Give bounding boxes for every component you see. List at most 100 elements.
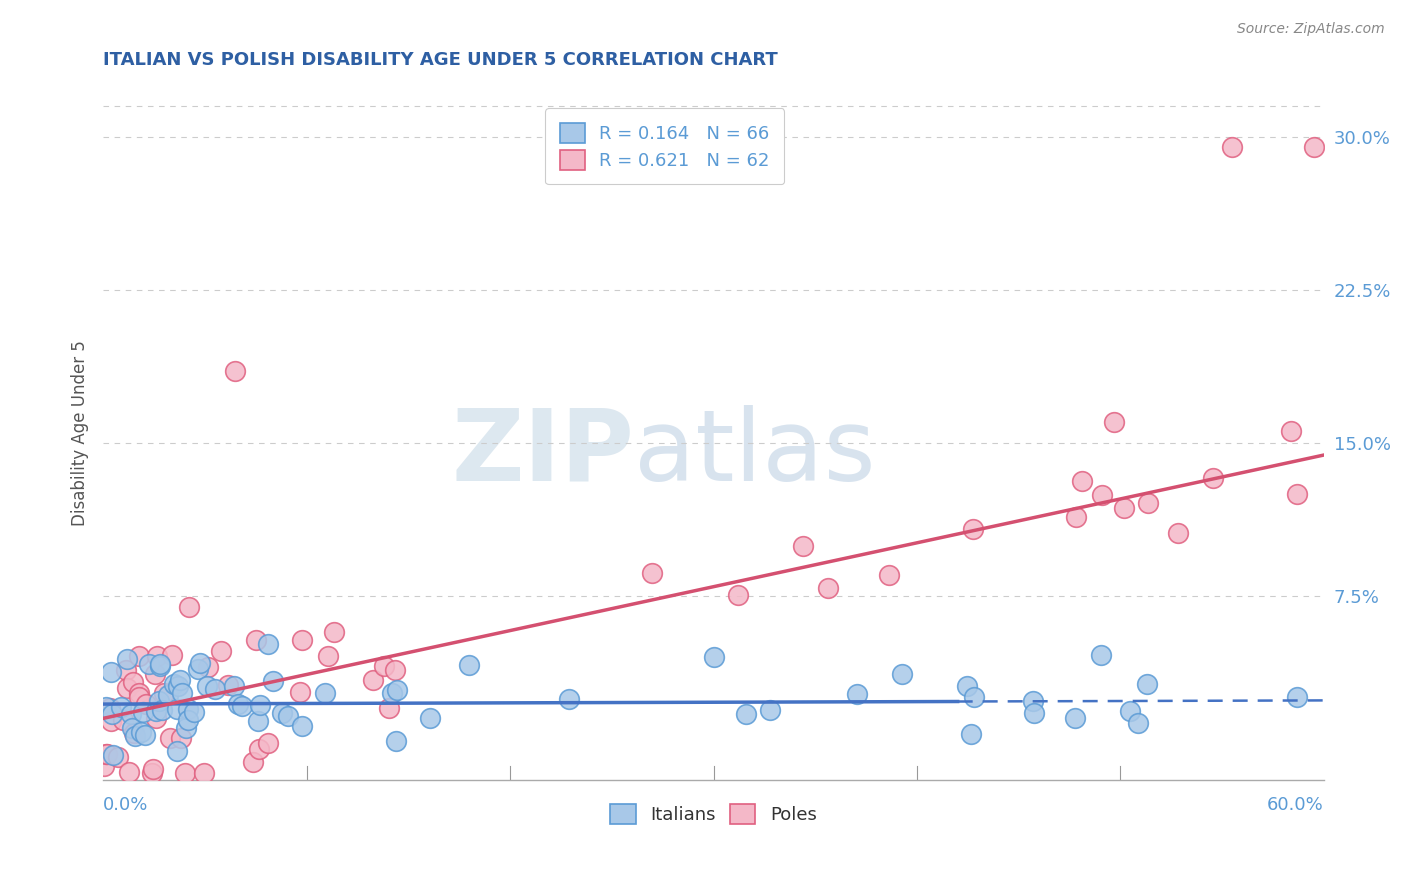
Point [167,680,190,694]
Point [114,664,136,678]
Point [152,686,174,700]
Point [817,581,839,595]
Point [1285,487,1308,501]
Point [703,649,725,664]
Point [204,682,226,697]
Point [735,707,758,722]
Point [257,736,280,750]
Point [110,699,132,714]
Point [962,522,984,536]
Point [249,698,271,712]
Point [1022,706,1045,720]
Point [877,568,900,582]
Point [101,706,124,721]
Point [162,677,184,691]
Point [316,649,339,664]
Point [1167,526,1189,541]
Point [1302,140,1324,154]
Text: 60.0%: 60.0% [1267,796,1324,814]
Point [129,724,152,739]
Point [247,714,270,729]
Point [118,765,141,780]
Point [1202,471,1225,485]
Point [1128,716,1150,731]
Point [134,728,156,742]
Point [149,658,172,673]
Point [759,703,782,717]
Point [226,697,249,711]
Point [100,665,122,680]
Point [159,731,181,745]
Point [115,681,138,695]
Point [141,766,163,780]
Point [960,727,983,741]
Point [1285,690,1308,704]
Point [145,711,167,725]
Point [1064,510,1087,524]
Point [121,721,143,735]
Point [131,705,153,719]
Point [891,666,914,681]
Point [157,688,180,702]
Point [170,731,193,745]
Point [1135,677,1157,691]
Point [291,719,314,733]
Point [145,705,167,719]
Point [1102,415,1125,429]
Point [242,755,264,769]
Point [1279,425,1302,439]
Point [100,714,122,728]
Point [1112,501,1135,516]
Point [963,690,986,704]
Point [128,690,150,704]
Point [183,705,205,719]
Point [149,657,172,671]
Point [1064,711,1087,725]
Point [419,711,441,725]
Point [135,697,157,711]
Point [195,679,218,693]
Point [150,702,173,716]
Point [193,766,215,780]
Point [385,734,408,748]
Y-axis label: Disability Age Under 5: Disability Age Under 5 [72,340,89,525]
Point [146,648,169,663]
Point [172,686,194,700]
Text: Source: ZipAtlas.com: Source: ZipAtlas.com [1237,22,1385,37]
Point [314,686,336,700]
Text: atlas: atlas [634,405,876,502]
Point [177,600,200,615]
Point [1021,694,1043,708]
Point [166,744,188,758]
Point [188,656,211,670]
Point [846,687,869,701]
Point [640,566,662,581]
Point [98,701,121,715]
Point [373,658,395,673]
Point [257,637,280,651]
Point [148,694,170,708]
Point [1090,648,1112,662]
Legend: Italians, Poles: Italians, Poles [602,795,825,833]
Point [101,747,124,762]
Point [222,679,245,693]
Point [117,652,139,666]
Point [174,722,197,736]
Point [124,729,146,743]
Point [177,713,200,727]
Point [384,663,406,677]
Point [120,707,142,722]
Point [1071,474,1094,488]
Point [378,700,401,714]
Point [727,588,749,602]
Point [1119,704,1142,718]
Point [1220,140,1243,154]
Point [291,633,314,648]
Text: 0.0%: 0.0% [103,796,149,814]
Point [277,709,299,723]
Point [262,673,284,688]
Point [792,539,814,553]
Point [270,706,292,720]
Point [142,762,165,776]
Point [169,673,191,687]
